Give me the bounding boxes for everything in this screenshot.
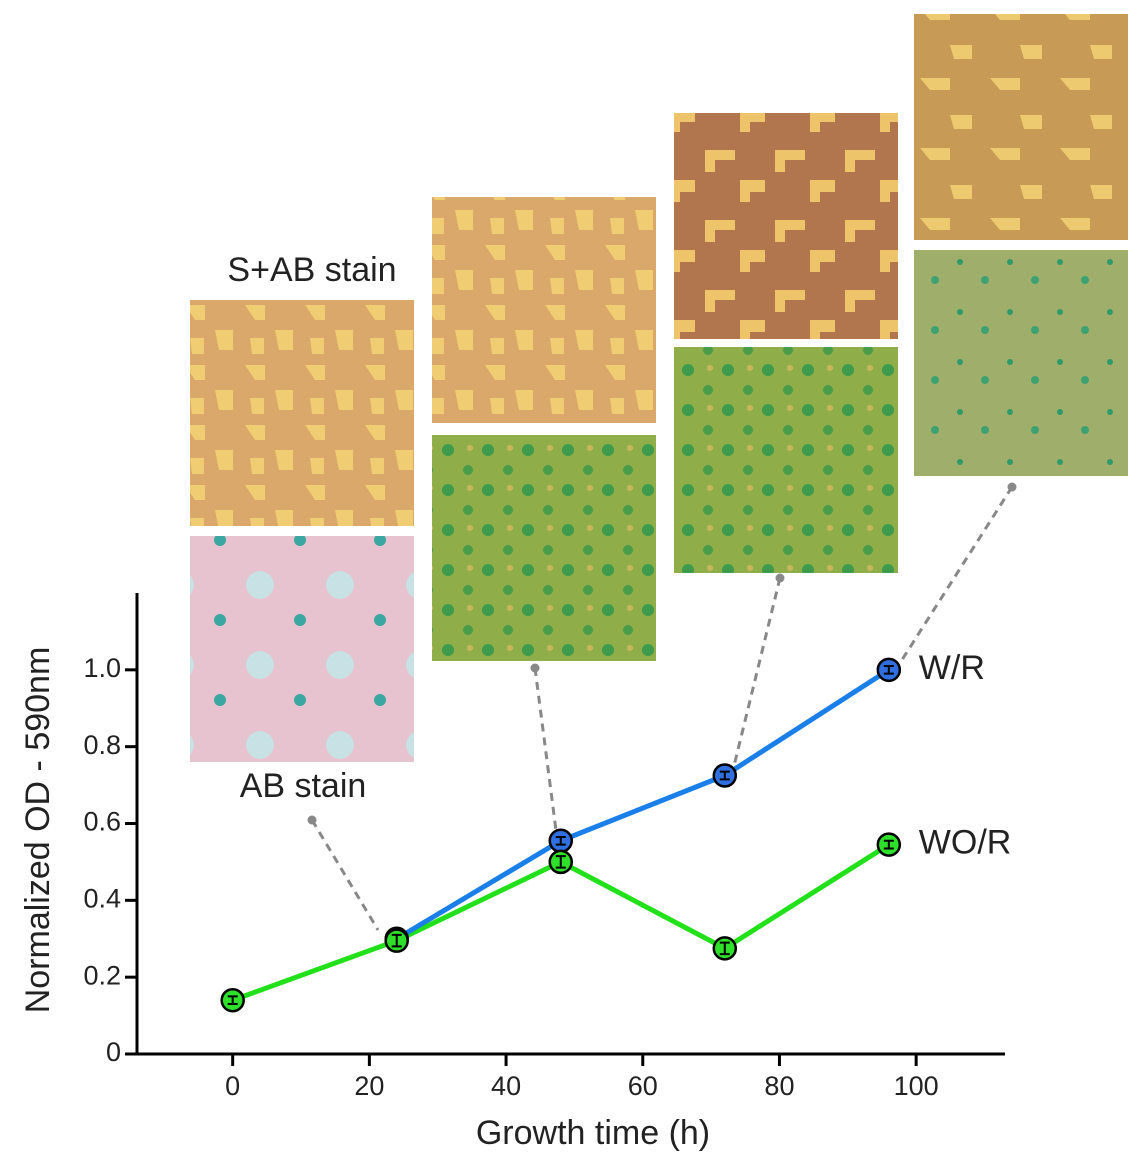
legend-label: WO/R [919,824,1012,862]
micrographs [190,14,1128,762]
dot [1007,482,1017,492]
error-bar [227,995,238,1006]
annotation: AB stain [240,767,367,805]
x-tick-label: 60 [628,1071,658,1101]
x-tick-label: 0 [225,1071,240,1101]
dot [530,663,540,673]
leader [533,667,559,839]
series-line [395,667,891,941]
image [914,250,1128,476]
y-tick-label: 0.8 [83,730,121,760]
image [432,435,656,661]
leaders [310,486,1014,931]
y-tick-label: 0.6 [83,807,121,837]
image [674,347,898,573]
error-bar [719,770,730,781]
leader [310,819,380,931]
error-bar [883,664,894,675]
y-axis-title: Normalized OD - 590nm [19,647,57,1014]
x-tick-label: 100 [894,1071,939,1101]
y-tick-label: 0 [106,1037,121,1067]
y-tick-label: 1.0 [83,653,121,683]
y-tick-label: 0.2 [83,960,121,990]
leader-dots [307,482,1017,825]
image [190,300,414,526]
error-bar [391,933,402,948]
error-bar [719,941,730,956]
image [432,197,656,423]
dot [307,815,317,825]
image [914,14,1128,240]
error-bar [555,855,566,869]
x-tick-label: 80 [764,1071,794,1101]
y-tick-label: 0.4 [83,883,121,913]
x-tick-label: 40 [491,1071,521,1101]
error-bar [555,835,566,846]
image [674,113,898,339]
x-axis-title: Growth time (h) [476,1114,710,1152]
error-bar [883,839,894,850]
legend-label: W/R [919,649,985,687]
x-tick-label: 20 [354,1071,384,1101]
annotation: S+AB stain [227,251,396,289]
leader [731,577,782,771]
dot [775,573,785,583]
leader [898,486,1014,664]
image [190,536,414,762]
